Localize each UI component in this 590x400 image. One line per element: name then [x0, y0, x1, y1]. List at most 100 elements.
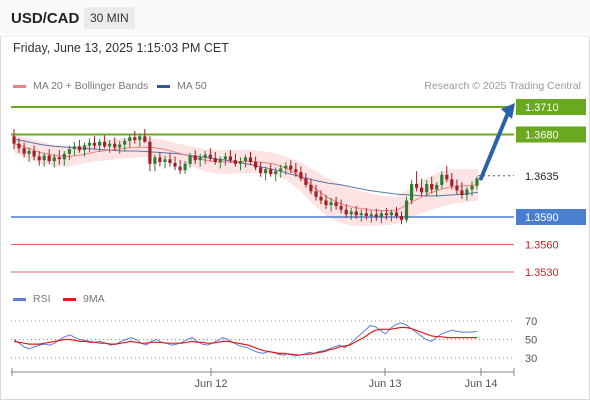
candle-body	[359, 213, 363, 216]
legend-ma50-swatch	[157, 84, 170, 88]
candle-body	[173, 162, 177, 167]
legend-rsi-ma-label: 9MA	[83, 293, 105, 305]
candle-body	[440, 174, 444, 185]
legend-ma20-swatch	[13, 84, 26, 88]
candle-body	[389, 212, 393, 216]
candles-layer	[12, 129, 479, 225]
time-axis-label: Jun 13	[368, 378, 401, 390]
level-label: 1.3590	[525, 212, 559, 224]
candle-body	[309, 184, 313, 192]
candle-body	[77, 146, 81, 151]
candle-body	[349, 211, 353, 215]
level-label: 1.3560	[525, 240, 559, 252]
candle-body	[314, 191, 318, 197]
level-label: 1.3530	[525, 267, 559, 279]
candle-body	[42, 155, 46, 161]
level-label: 1.3710	[525, 102, 559, 114]
candle-body	[113, 143, 117, 148]
candle-body	[404, 200, 409, 220]
candle-body	[420, 187, 424, 193]
candle-body	[243, 157, 248, 162]
candle-body	[203, 154, 207, 158]
candle-body	[233, 160, 237, 164]
level-label: 1.3635	[525, 171, 559, 183]
forecast-arrow-head	[501, 103, 515, 119]
rsi-line	[13, 322, 478, 357]
candle-body	[384, 213, 388, 216]
candle-body	[435, 184, 439, 190]
candle-body	[213, 158, 217, 162]
candle-body	[193, 155, 197, 161]
candle-body	[153, 157, 157, 164]
candle-body	[208, 154, 212, 159]
legend-rsi-label: RSI	[33, 293, 51, 305]
level-label: 1.3680	[525, 130, 559, 142]
chart-datetime: Friday, June 13, 2025 1:15:03 PM CET	[13, 41, 229, 55]
candle-body	[17, 143, 21, 149]
time-axis: Jun 12 Jun 13 Jun 14	[11, 368, 515, 390]
candle-body	[82, 145, 87, 151]
candle-body	[57, 157, 61, 160]
candle-body	[394, 212, 399, 217]
level-label-box	[516, 126, 586, 143]
candle-body	[264, 169, 268, 173]
candle-body	[27, 151, 31, 154]
candle-body	[475, 178, 479, 186]
candle-body	[470, 185, 474, 190]
candle-body	[92, 142, 97, 146]
rsi-panel: 70 50 30	[11, 316, 537, 365]
timeframe-button[interactable]: 30 MIN	[84, 7, 135, 29]
candle-body	[228, 156, 232, 161]
candle-body	[238, 161, 243, 164]
level-lines-layer: 1.3710 1.3680 1.3635 1.3590 1.3560 1.3530	[11, 99, 586, 279]
rsi-level-label: 50	[525, 335, 537, 347]
candle-body	[178, 166, 182, 171]
candle-body	[379, 213, 383, 217]
time-axis-label: Jun 14	[464, 378, 497, 390]
candle-body	[103, 141, 107, 147]
level-label-box	[516, 209, 586, 225]
legend-ma50-label: MA 50	[177, 80, 207, 92]
currency-pair-title: USD/CAD	[11, 10, 80, 27]
candle-body	[72, 146, 76, 150]
candle-body	[47, 155, 51, 162]
legend-ma20-label: MA 20 + Bollinger Bands	[33, 80, 149, 92]
candle-body	[118, 144, 122, 148]
candle-body	[445, 174, 449, 180]
candle-body	[450, 179, 454, 186]
bollinger-band-layer	[14, 134, 478, 227]
candle-body	[158, 157, 162, 162]
candle-body	[339, 206, 343, 210]
legend-ma50: MA 50	[157, 80, 207, 92]
candle-body	[198, 157, 202, 161]
candle-body	[344, 209, 348, 215]
legend-rsi-swatch	[13, 297, 26, 301]
candle-body	[354, 211, 358, 216]
candle-body	[425, 184, 429, 193]
candle-body	[62, 153, 66, 160]
time-axis-label: Jun 12	[194, 378, 227, 390]
candle-body	[319, 196, 323, 201]
candle-body	[279, 168, 283, 172]
candle-body	[284, 165, 288, 169]
rsi-level-label: 70	[525, 316, 537, 328]
candle-body	[324, 200, 328, 206]
candle-body	[294, 169, 298, 173]
rsi-ma-line	[13, 326, 477, 356]
candle-body	[12, 136, 16, 144]
candle-body	[67, 149, 71, 154]
level-label-box	[516, 99, 586, 115]
candle-body	[188, 155, 192, 164]
candle-body	[269, 169, 273, 174]
candle-body	[138, 136, 142, 140]
candle-body	[410, 184, 414, 201]
candle-body	[123, 140, 127, 145]
candle-body	[299, 172, 303, 179]
candle-body	[304, 178, 308, 185]
candle-body	[374, 214, 378, 217]
candle-body	[87, 142, 92, 146]
candle-body	[143, 136, 147, 142]
forecast-arrow-layer	[479, 103, 515, 181]
candle-body	[254, 162, 258, 168]
